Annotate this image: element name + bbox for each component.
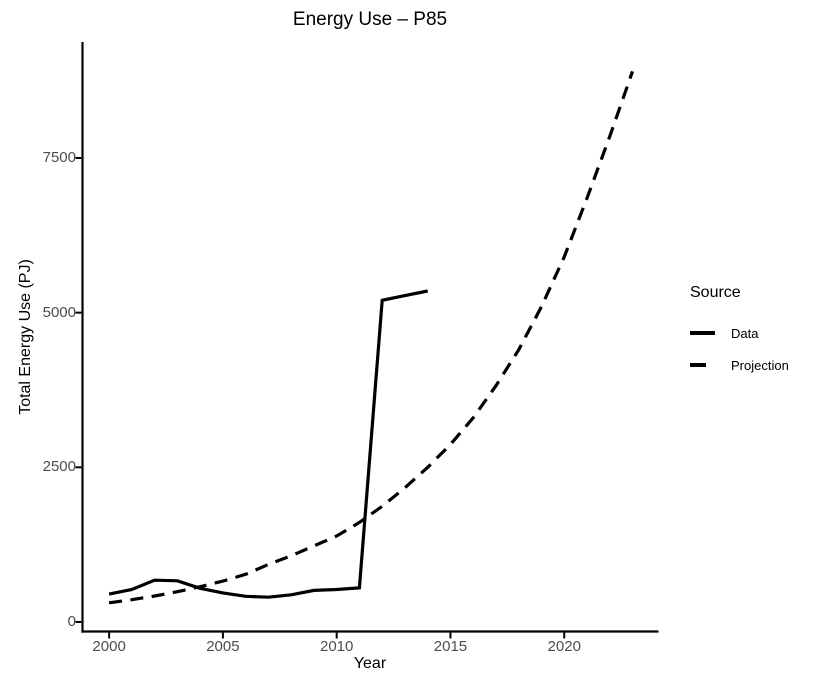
y-tick-label: 0 bbox=[67, 612, 76, 630]
x-tick-label: 2015 bbox=[433, 638, 468, 655]
chart-title: Energy Use – P85 bbox=[292, 9, 448, 30]
x-tick-label: 2005 bbox=[206, 638, 240, 655]
legend-item-data: Data bbox=[690, 321, 825, 345]
x-tick-label: 2020 bbox=[547, 638, 581, 655]
legend-item-projection: Projection bbox=[690, 353, 825, 377]
series-line-data bbox=[108, 289, 429, 599]
series-line-projection bbox=[108, 70, 635, 605]
y-axis-title: Total Energy Use (PJ) bbox=[17, 259, 34, 415]
legend-key-solid-line-icon bbox=[690, 331, 715, 335]
x-axis-title: Year bbox=[353, 655, 387, 672]
legend-key-dashed-line-icon bbox=[690, 363, 715, 367]
y-tick-label: 2500 bbox=[42, 458, 76, 476]
legend-title: Source bbox=[690, 284, 741, 301]
x-tick-label: 2000 bbox=[92, 638, 126, 655]
y-tick-label: 5000 bbox=[42, 303, 76, 321]
x-tick-label: 2010 bbox=[319, 638, 354, 655]
y-tick-label: 7500 bbox=[42, 148, 76, 166]
legend-label-data: Data bbox=[731, 325, 759, 341]
legend: Source Data Projection bbox=[690, 283, 825, 377]
legend-label-projection: Projection bbox=[731, 357, 789, 373]
